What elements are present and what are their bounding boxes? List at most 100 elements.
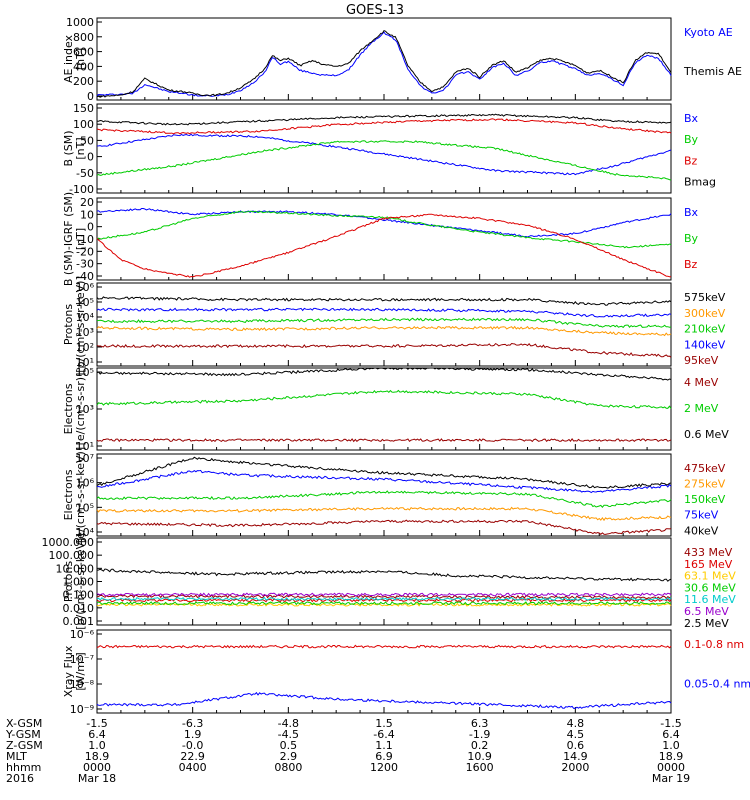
footer-value: 2.9 bbox=[280, 750, 298, 763]
y-tick-label: 10⁵ bbox=[76, 366, 94, 379]
y-tick-label: 1.000 bbox=[63, 576, 95, 589]
footer-row-label: hhmm bbox=[6, 761, 41, 774]
y-tick-label: 50 bbox=[80, 134, 94, 147]
y-tick-label: 10² bbox=[76, 341, 94, 354]
series-line-210kev bbox=[96, 317, 672, 329]
legend-entry: By bbox=[684, 232, 699, 245]
footer-value: -1.5 bbox=[660, 717, 681, 730]
y-axis-label: Protons bbox=[62, 561, 75, 602]
series-line-0-1-0-8-nm bbox=[96, 644, 672, 649]
panel-frame bbox=[96, 367, 672, 451]
footer-value: 0.5 bbox=[280, 739, 298, 752]
footer-value: 1600 bbox=[466, 761, 494, 774]
legend-entry: By bbox=[684, 133, 699, 146]
y-axis-label: [e/(cm²-s-sr-keV)] bbox=[74, 447, 87, 543]
footer-row-label: Z-GSM bbox=[6, 739, 43, 752]
y-tick-label: 10⁻⁹ bbox=[70, 703, 94, 716]
y-tick-label: 0 bbox=[87, 90, 94, 103]
footer-value: 0800 bbox=[274, 761, 302, 774]
footer-value: 0000 bbox=[83, 761, 111, 774]
y-tick-label: 400 bbox=[73, 60, 94, 73]
footer-row-label: Y-GSM bbox=[5, 728, 41, 741]
panel-frame bbox=[96, 197, 672, 281]
legend-entry: 6.5 MeV bbox=[684, 605, 729, 618]
footer-row-label: 2016 bbox=[6, 772, 34, 785]
panel-7: 1000.000100.00010.0001.0000.1000.0100.00… bbox=[42, 533, 737, 630]
footer-row-label: X-GSM bbox=[6, 717, 42, 730]
legend-entry: Bz bbox=[684, 258, 698, 271]
footer-value: 6.9 bbox=[375, 750, 393, 763]
legend-entry: 0.1-0.8 nm bbox=[684, 638, 744, 651]
panel-frame bbox=[96, 537, 672, 626]
series-line-by bbox=[96, 210, 672, 249]
y-tick-label: 0.010 bbox=[63, 602, 95, 615]
y-tick-label: 10³ bbox=[76, 403, 94, 416]
y-tick-label: 10⁵ bbox=[76, 296, 94, 309]
footer-value: Mar 19 bbox=[652, 772, 690, 785]
footer-value: 1.9 bbox=[184, 728, 202, 741]
legend-entry: 433 MeV bbox=[684, 546, 733, 559]
footer-value: 10.9 bbox=[467, 750, 492, 763]
y-axis-label: [W/m²] bbox=[74, 652, 87, 690]
y-tick-label: 10⁵ bbox=[76, 501, 94, 514]
y-tick-label: 10⁴ bbox=[76, 311, 95, 324]
legend-entry: 40keV bbox=[684, 524, 719, 537]
y-tick-label: 10³ bbox=[76, 326, 94, 339]
series-line-bz bbox=[96, 213, 671, 278]
y-tick-label: 100.000 bbox=[49, 549, 95, 562]
y-tick-label: 10⁴ bbox=[76, 526, 95, 539]
series-line-kyoto-ae bbox=[96, 31, 672, 97]
plot-title: GOES-13 bbox=[346, 3, 404, 18]
footer-value: -4.8 bbox=[278, 717, 299, 730]
series-line-140kev bbox=[96, 307, 672, 318]
y-tick-label: 10⁻⁷ bbox=[70, 653, 94, 666]
legend-entry: 150keV bbox=[684, 493, 726, 506]
footer-value: 6.3 bbox=[471, 717, 489, 730]
y-tick-label: 800 bbox=[73, 31, 94, 44]
legend-entry: 4 MeV bbox=[684, 376, 719, 389]
y-tick-label: -40 bbox=[76, 270, 94, 283]
y-tick-label: -50 bbox=[76, 167, 94, 180]
series-line-2-mev bbox=[96, 389, 672, 409]
y-axis-label: [e/(cm²-s-sr)] bbox=[74, 373, 87, 446]
legend-entry: 300keV bbox=[684, 307, 726, 320]
footer-value: -4.5 bbox=[278, 728, 299, 741]
series-line-6-5-mev bbox=[96, 592, 672, 597]
series-line-63-1-mev bbox=[96, 602, 672, 607]
footer-value: 1200 bbox=[370, 761, 398, 774]
series-line-themis-ae bbox=[96, 29, 672, 98]
y-tick-label: 600 bbox=[73, 46, 94, 59]
y-tick-label: 0.001 bbox=[63, 615, 95, 628]
legend-entry: 30.6 MeV bbox=[684, 581, 736, 594]
y-axis-label: AE index bbox=[62, 34, 75, 83]
legend-entry: 75keV bbox=[684, 509, 719, 522]
y-tick-label: 10 bbox=[80, 208, 94, 221]
legend-entry: Bmag bbox=[684, 175, 716, 188]
legend-entry: 575keV bbox=[684, 291, 726, 304]
legend-entry: Bz bbox=[684, 154, 698, 167]
legend-entry: 165 MeV bbox=[684, 558, 733, 571]
panel-8: 10⁻⁶ 10⁻⁷ 10⁻⁸ 10⁻⁹ Xray Flux [W/m²] 0.1-0.8 n… bbox=[62, 628, 750, 716]
footer-value: 18.9 bbox=[659, 750, 684, 763]
y-tick-label: 10¹ bbox=[76, 440, 94, 453]
y-axis-label: [nT] bbox=[74, 137, 87, 159]
y-axis-label: Protons bbox=[62, 304, 75, 345]
footer-value: 1.1 bbox=[375, 739, 393, 752]
y-axis-label: Electrons bbox=[62, 383, 75, 434]
legend-entry: Bx bbox=[684, 112, 699, 125]
footer-value: 6.4 bbox=[88, 728, 106, 741]
series-line-95kev bbox=[96, 342, 672, 358]
legend-entry: Bx bbox=[684, 206, 699, 219]
legend-entry: 63.1 MeV bbox=[684, 570, 736, 583]
y-axis-label: Electrons bbox=[62, 469, 75, 520]
y-tick-label: 10.000 bbox=[56, 562, 95, 575]
series-line-75kev bbox=[96, 469, 672, 494]
footer-value: 14.9 bbox=[563, 750, 588, 763]
series-line-bx bbox=[96, 208, 672, 238]
y-tick-label: 10⁶ bbox=[76, 281, 95, 294]
